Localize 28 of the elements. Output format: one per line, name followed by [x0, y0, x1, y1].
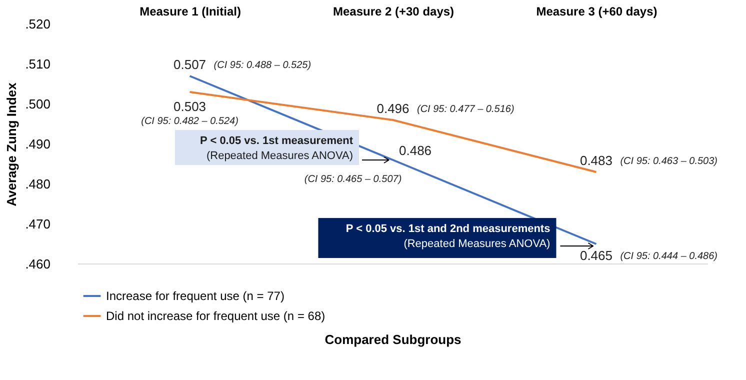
annotation: (CI 95: 0.488 – 0.525)	[214, 60, 312, 71]
annotation: (CI 95: 0.444 – 0.486)	[620, 251, 718, 262]
y-tick-label: .470	[25, 216, 50, 232]
y-tick-label: .480	[25, 176, 50, 192]
legend-label: Did not increase for frequent use (n = 68)	[106, 309, 326, 323]
legend-label: Increase for frequent use (n = 77)	[106, 289, 284, 303]
x-tick-label: Measure 1 (Initial)	[140, 4, 241, 18]
data-label: 0.507	[174, 57, 206, 72]
y-tick-label: .460	[25, 256, 50, 272]
annotation: (CI 95: 0.482 – 0.524)	[141, 116, 238, 127]
data-label: 0.496	[376, 101, 410, 116]
y-tick-label: .520	[25, 16, 50, 32]
annotation: P < 0.05 vs. 1st and 2nd measurements (Repeated Measures ANOVA)	[346, 223, 550, 250]
y-tick-label: .510	[25, 56, 50, 72]
data-label: 0.465	[580, 248, 612, 263]
annotation: (CI 95: 0.463 – 0.503)	[620, 156, 718, 167]
x-tick-label: Measure 2 (+30 days)	[332, 4, 454, 18]
y-tick-label: .490	[25, 136, 50, 152]
y-tick-label: .500	[25, 96, 50, 112]
x-axis-title: Compared Subgroups	[324, 332, 462, 347]
data-label: 0.486	[399, 143, 432, 158]
annotation: (CI 95: 0.477 – 0.516)	[417, 104, 514, 115]
y-axis-title: Average Zung Index	[4, 82, 20, 206]
x-tick-label: Measure 3 (+60 days)	[536, 4, 658, 18]
data-label: 0.483	[580, 153, 612, 168]
data-label: 0.503	[174, 99, 206, 114]
annotation: P < 0.05 vs. 1st measurement (Repeated Measures ANOVA)	[200, 135, 354, 162]
annotation: (CI 95: 0.465 – 0.507)	[304, 174, 402, 185]
